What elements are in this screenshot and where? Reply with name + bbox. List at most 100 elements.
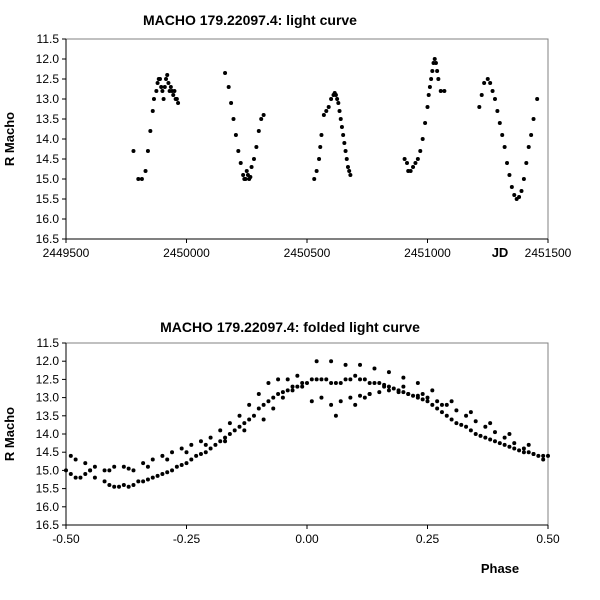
data-point <box>411 393 416 398</box>
data-point <box>276 391 281 396</box>
data-point <box>454 421 459 426</box>
data-point <box>401 384 406 389</box>
data-point <box>300 381 305 386</box>
data-point <box>401 390 406 395</box>
data-point <box>420 137 425 141</box>
data-point <box>131 468 136 473</box>
data-point <box>290 388 295 393</box>
data-points <box>131 57 540 201</box>
data-point <box>405 161 410 165</box>
data-point <box>136 479 141 484</box>
data-point <box>295 373 300 378</box>
data-point <box>329 359 334 364</box>
data-point <box>254 145 259 149</box>
data-point <box>83 461 88 466</box>
data-point <box>326 105 331 109</box>
data-point <box>541 453 546 458</box>
y-tick-label: 12.0 <box>36 354 60 368</box>
data-point <box>162 85 167 89</box>
data-point <box>309 377 314 382</box>
x-axis-label: Phase <box>481 561 519 576</box>
data-point <box>73 457 78 462</box>
y-tick-label: 14.5 <box>36 445 60 459</box>
data-point <box>314 377 319 382</box>
data-point <box>251 413 256 418</box>
data-point <box>524 161 529 165</box>
data-point <box>372 366 377 371</box>
data-point <box>502 442 507 447</box>
data-point <box>112 484 117 489</box>
data-point <box>338 381 343 386</box>
data-point <box>198 439 203 444</box>
data-point <box>203 442 208 447</box>
data-point <box>166 81 171 85</box>
data-point <box>507 444 512 449</box>
data-point <box>526 442 531 447</box>
data-point <box>145 149 150 153</box>
data-point <box>244 169 249 173</box>
data-point <box>189 457 194 462</box>
data-point <box>64 468 68 473</box>
data-point <box>348 377 353 382</box>
data-point <box>271 406 276 411</box>
data-point <box>227 421 232 426</box>
data-point <box>485 77 490 81</box>
data-point <box>367 381 372 386</box>
data-point <box>420 397 425 402</box>
data-point <box>382 384 387 389</box>
y-tick-label: 13.0 <box>36 92 60 106</box>
data-point <box>464 424 469 429</box>
data-point <box>154 89 159 93</box>
data-point <box>362 377 367 382</box>
y-tick-label: 16.0 <box>36 212 60 226</box>
data-point <box>505 161 510 165</box>
data-point <box>155 473 160 478</box>
data-point <box>529 133 534 137</box>
data-point <box>430 402 435 407</box>
data-point <box>536 453 541 458</box>
data-point <box>479 93 484 97</box>
data-point <box>78 475 83 480</box>
data-point <box>468 428 473 433</box>
data-point <box>276 377 281 382</box>
x-axis-ticks: 2449500 2450000 2450500 2451000 2451500 <box>43 239 572 260</box>
data-point <box>358 393 363 398</box>
data-point <box>165 457 170 462</box>
data-point <box>468 410 473 415</box>
data-point <box>305 381 309 386</box>
data-point <box>339 125 344 129</box>
data-point <box>418 149 423 153</box>
data-point <box>433 61 438 65</box>
data-point <box>218 439 223 444</box>
data-point <box>526 450 531 455</box>
data-point <box>464 413 469 418</box>
data-point <box>336 101 341 105</box>
data-point <box>478 433 483 438</box>
data-point <box>430 388 435 393</box>
data-point <box>521 450 526 455</box>
data-point <box>290 384 295 389</box>
data-point <box>160 89 165 93</box>
y-tick-label: 14.0 <box>36 427 60 441</box>
data-point <box>73 475 78 480</box>
data-point <box>358 362 363 367</box>
x-tick-label: 0.50 <box>536 532 560 546</box>
data-point <box>241 173 246 177</box>
data-point <box>517 448 522 453</box>
data-point <box>236 149 241 153</box>
data-point <box>300 384 305 389</box>
data-point <box>413 161 418 165</box>
data-point <box>482 81 487 85</box>
data-point <box>343 362 348 367</box>
data-point <box>198 452 203 457</box>
chart-title: MACHO 179.22097.4: light curve <box>143 12 357 28</box>
data-point <box>231 117 236 121</box>
data-point <box>157 77 162 81</box>
data-point <box>490 89 495 93</box>
data-point <box>348 173 353 177</box>
data-point <box>329 97 334 101</box>
y-tick-label: 13.5 <box>36 112 60 126</box>
data-point <box>342 141 347 145</box>
data-point <box>184 450 189 455</box>
data-point <box>435 406 440 411</box>
